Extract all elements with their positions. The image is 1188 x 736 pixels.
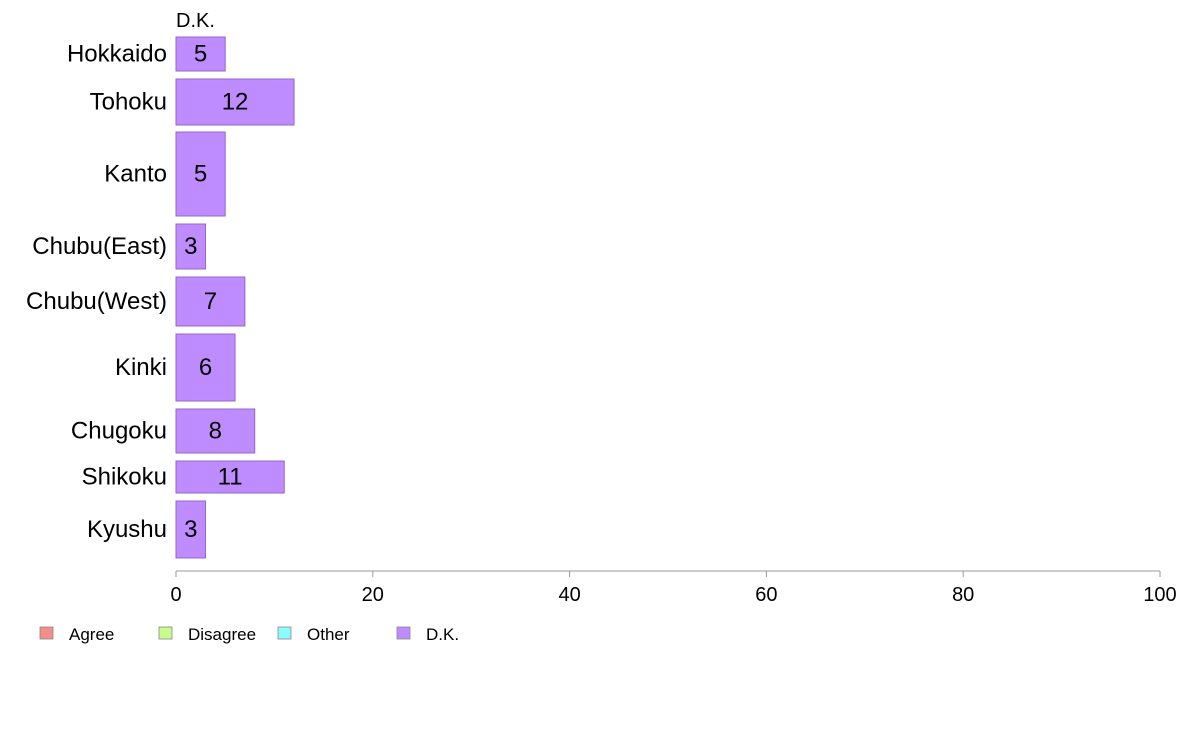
bar-value-label: 3 [184, 233, 197, 260]
legend-swatch [39, 626, 54, 640]
category-label: Kinki [115, 354, 167, 381]
legend-swatch [277, 626, 292, 640]
bar [175, 460, 285, 494]
x-tick-label: 100 [1143, 584, 1176, 606]
bar-value-label: 5 [194, 41, 207, 68]
x-tick-label: 60 [755, 584, 777, 606]
legend-swatch [158, 626, 173, 640]
bar [175, 333, 236, 402]
category-label: Chugoku [71, 418, 167, 445]
legend-label: Agree [69, 625, 114, 644]
bar-value-label: 5 [194, 161, 207, 188]
x-tick-label: 40 [558, 584, 580, 606]
legend-label: Other [307, 625, 350, 644]
bar [175, 276, 246, 327]
category-label: Kyushu [87, 516, 167, 543]
category-label: Chubu(East) [32, 233, 167, 260]
legend-swatch [396, 626, 411, 640]
bar-value-label: 6 [199, 354, 212, 381]
category-label: Hokkaido [67, 41, 167, 68]
category-label: Kanto [104, 161, 167, 188]
category-label: Shikoku [82, 464, 167, 491]
x-tick-label: 0 [170, 584, 181, 606]
bar-value-label: 11 [218, 464, 243, 491]
bar-value-label: 3 [184, 516, 197, 543]
bar [175, 131, 226, 217]
bar-value-label: 12 [222, 89, 249, 116]
bar [175, 36, 226, 72]
bar [175, 78, 295, 126]
legend: Agree Disagree Other D.K. [39, 625, 459, 644]
legend-label: D.K. [426, 625, 459, 644]
category-label: Tohoku [90, 89, 167, 116]
x-tick-label: 80 [952, 584, 974, 606]
legend-label: Disagree [188, 625, 256, 644]
bar [175, 408, 256, 454]
x-axis: 0 20 40 60 80 100 [170, 570, 1177, 606]
x-tick-label: 20 [362, 584, 384, 606]
bar [175, 223, 207, 270]
category-label: Chubu(West) [26, 288, 167, 315]
panel-title: D.K. [176, 10, 215, 32]
bar-value-label: 7 [204, 288, 217, 315]
bar [175, 500, 207, 559]
bar-value-label: 8 [209, 418, 222, 445]
category-labels: Hokkaido Tohoku Kanto Chubu(East) Chubu(West… [26, 41, 167, 544]
bars-layer: 5 12 5 3 7 6 8 11 3 [175, 36, 295, 559]
